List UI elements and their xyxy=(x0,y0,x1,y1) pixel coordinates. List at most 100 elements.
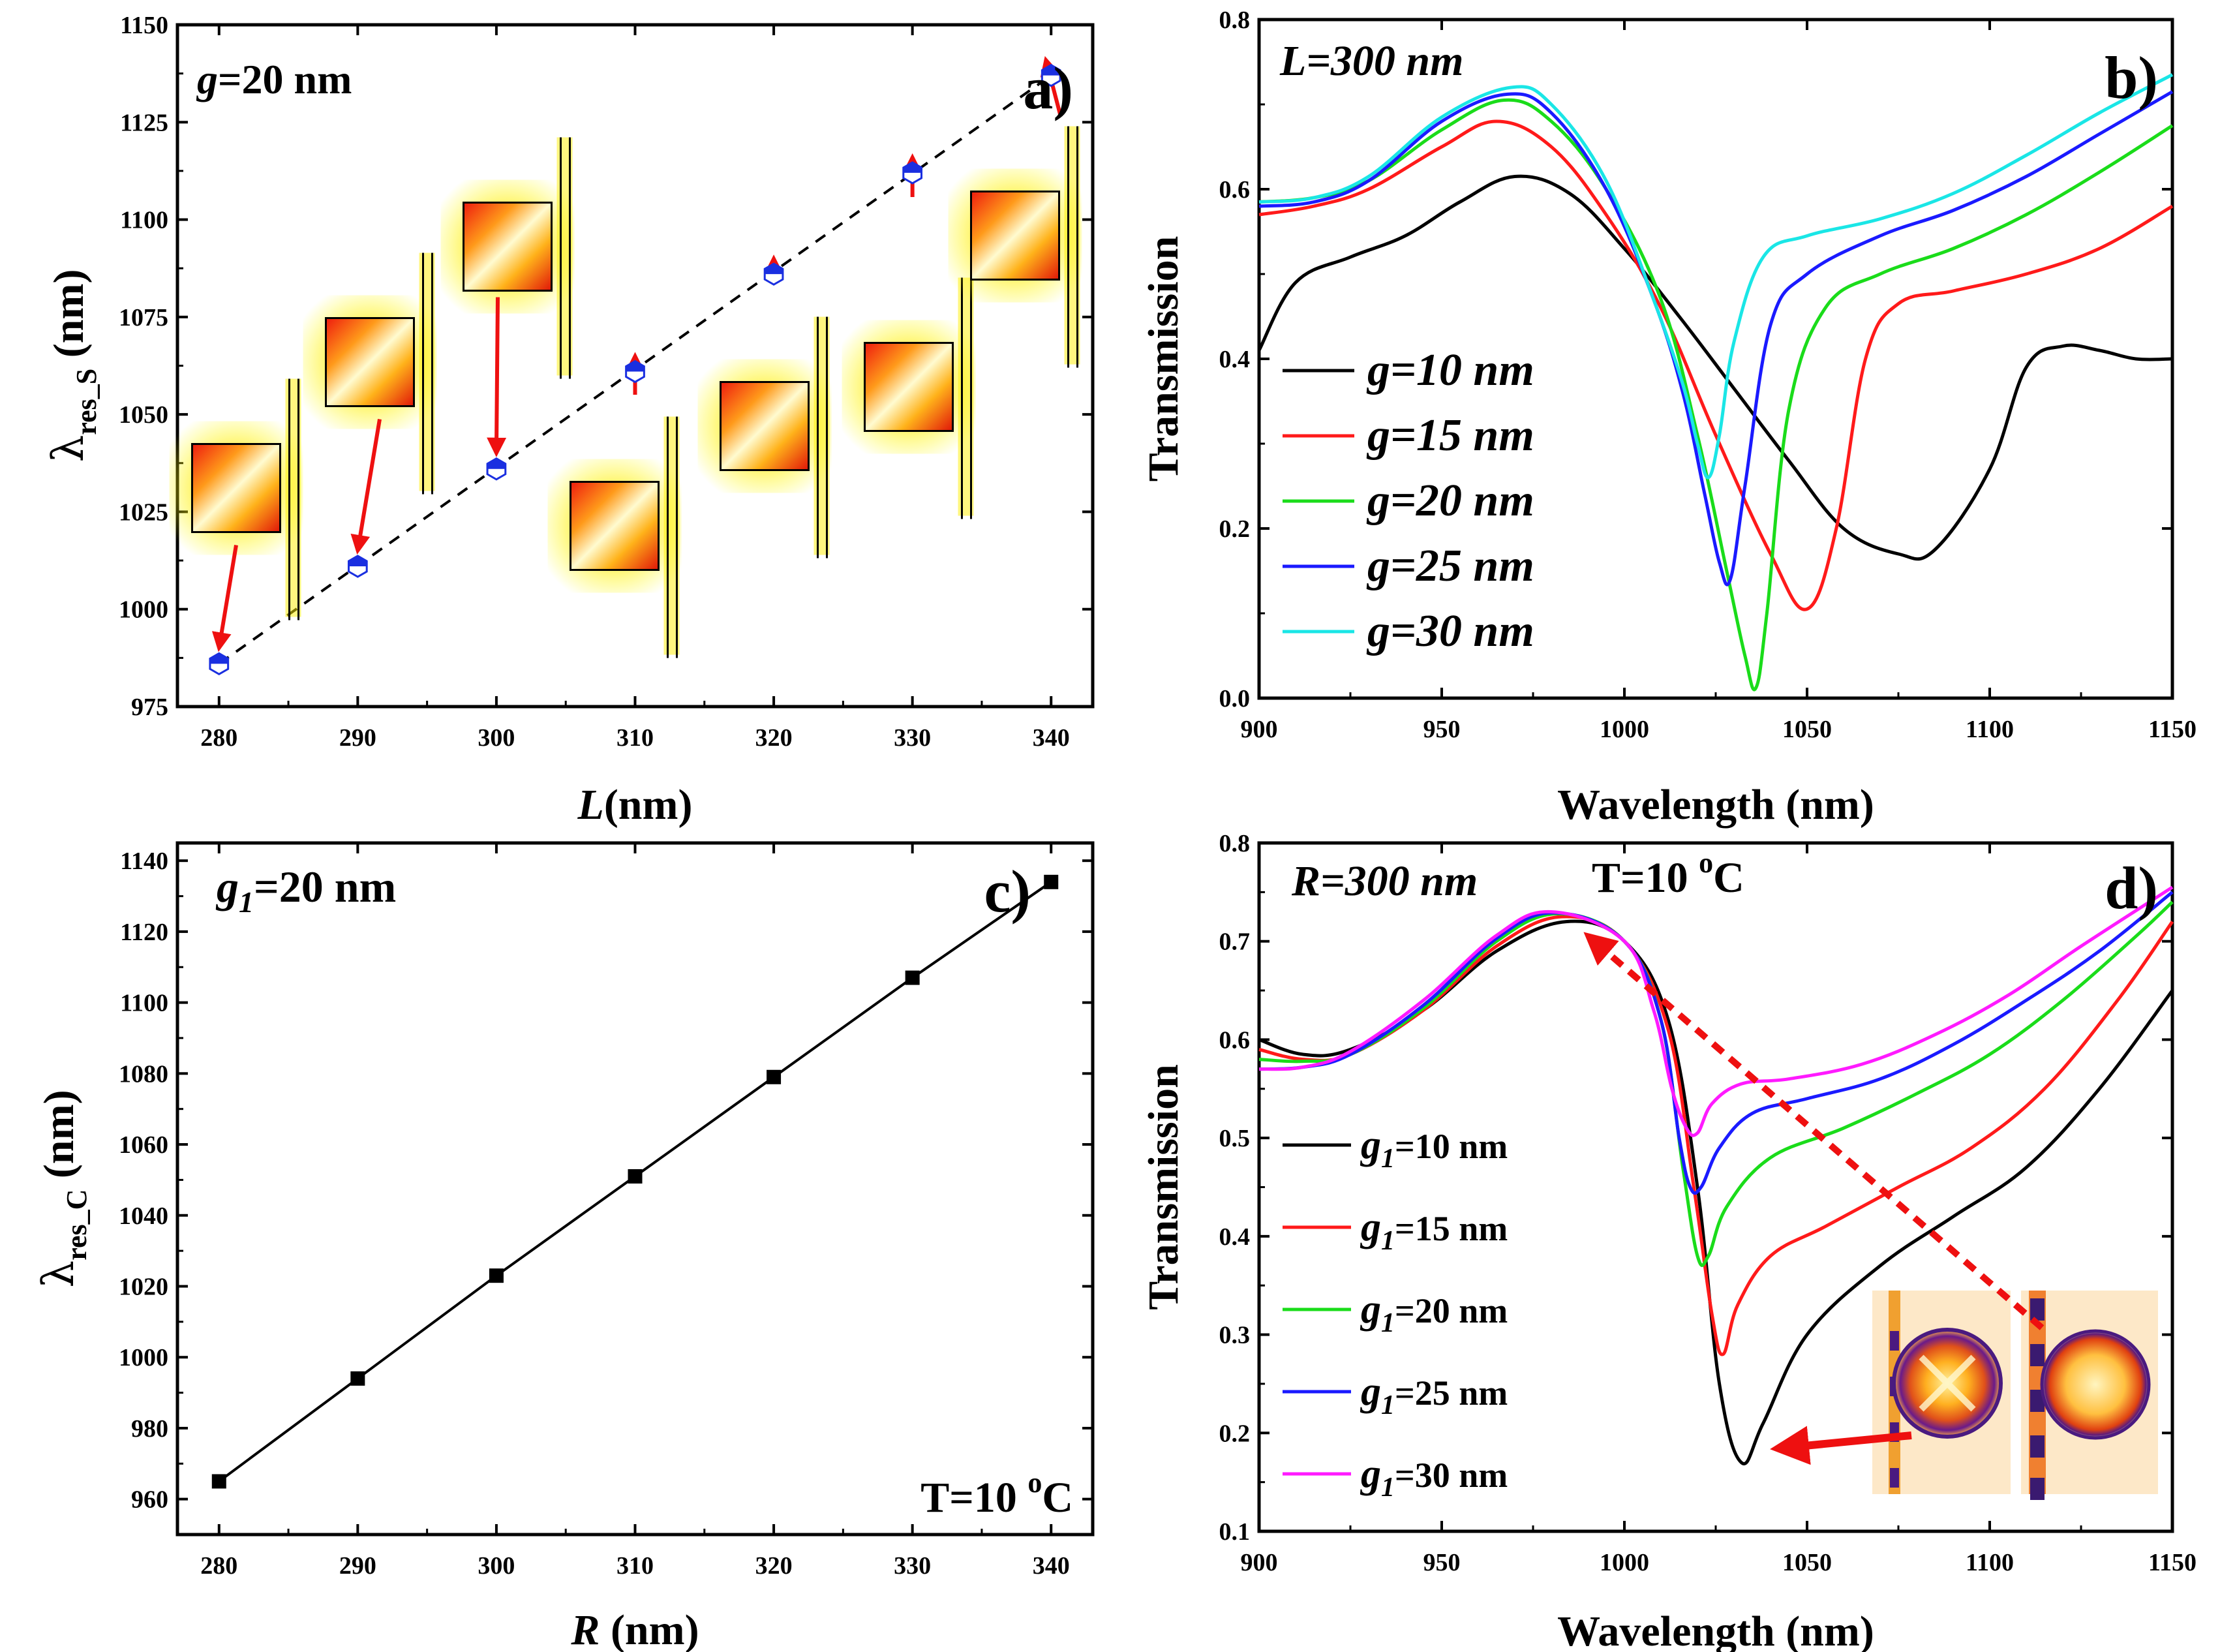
legend-subscript: 1 xyxy=(1381,1226,1395,1256)
y-tick-label: 975 xyxy=(131,694,168,721)
inset-arrow xyxy=(487,297,507,457)
y-tick-label: 1040 xyxy=(119,1202,168,1230)
y-axis-subscript: res_C xyxy=(61,1189,93,1261)
dip-arrow xyxy=(1770,1426,1912,1465)
x-tick-label: 340 xyxy=(1033,724,1070,752)
y-tick-label: 1080 xyxy=(119,1060,168,1088)
waveguide-node xyxy=(1890,1468,1899,1488)
series-line xyxy=(1258,891,2174,1195)
x-tick-label: 1050 xyxy=(1782,716,1832,743)
y-tick-label: 1000 xyxy=(119,596,168,624)
x-tick-label: 310 xyxy=(616,724,654,752)
field-inset xyxy=(547,352,682,658)
panel-a: 280 290 300 310 320 330 340 975 1000 1025 1050 1075… xyxy=(43,12,1095,829)
legend-label: g=25 nm xyxy=(1366,541,1534,591)
legend-value: =15 nm xyxy=(1395,1209,1508,1248)
y-tick-label: 1050 xyxy=(119,401,168,429)
mode-inset xyxy=(1872,1291,2158,1500)
legend-subscript: 1 xyxy=(1381,1144,1395,1174)
waveguide-node xyxy=(2030,1390,2045,1412)
series-line xyxy=(1258,119,2174,611)
data-point xyxy=(209,652,230,676)
x-axis-variable: R xyxy=(570,1606,600,1652)
x-tick-label: 320 xyxy=(755,1552,793,1580)
legend-variable: g xyxy=(1360,1123,1381,1167)
y-tick-label: 0.2 xyxy=(1219,1420,1251,1447)
x-axis-label: R (nm) xyxy=(570,1606,699,1652)
y-tick-label: 0.6 xyxy=(1219,1026,1251,1054)
x-tick-label: 1150 xyxy=(2148,1549,2197,1576)
data-point xyxy=(902,161,923,185)
x-axis-label: L(nm) xyxy=(577,781,693,829)
inset-square xyxy=(970,191,1060,281)
annotation: g=20 nm xyxy=(196,56,352,102)
y-tick-label: 0.3 xyxy=(1219,1322,1251,1349)
inset-arrow xyxy=(350,419,382,555)
y-tick-label: 0.6 xyxy=(1219,176,1251,204)
temperature-unit: C xyxy=(1042,1474,1073,1522)
field-inset xyxy=(303,252,437,555)
y-axis-label: Transmission xyxy=(1140,1064,1187,1310)
annotation: g1=20 nm xyxy=(215,862,396,919)
x-tick-label: 300 xyxy=(478,724,515,752)
marker-square xyxy=(905,970,920,985)
temperature-unit: C xyxy=(1713,854,1744,902)
legend-label: g1=25 nm xyxy=(1360,1369,1508,1420)
legend-label: g1=10 nm xyxy=(1360,1123,1508,1174)
x-axis-label: Wavelength (nm) xyxy=(1557,781,1874,829)
y-axis-label: Transmission xyxy=(1140,236,1187,482)
y-tick-label: 1020 xyxy=(119,1273,168,1300)
y-axis-symbol: λ xyxy=(43,435,93,463)
y-tick-label: 980 xyxy=(131,1415,168,1443)
data-point xyxy=(1041,63,1061,87)
temperature-text: T=10 xyxy=(920,1474,1027,1522)
x-tick-label: 900 xyxy=(1241,716,1278,743)
y-tick-label: 0.1 xyxy=(1219,1518,1251,1546)
series-line xyxy=(1257,174,2173,561)
x-tick-label: 330 xyxy=(894,1552,931,1580)
panel-label: a) xyxy=(1023,55,1073,121)
temperature-text: T=10 xyxy=(1592,854,1699,902)
y-tick-label: 0.8 xyxy=(1219,7,1251,34)
field-inset xyxy=(440,137,575,457)
y-tick-label: 0.8 xyxy=(1219,830,1251,857)
x-axis-label: Wavelength (nm) xyxy=(1557,1608,1874,1652)
marker-square xyxy=(1044,874,1059,889)
legend-value: =10 nm xyxy=(1395,1127,1508,1166)
y-axis-label: λres_C (nm) xyxy=(33,1090,93,1287)
x-axis-unit: (nm) xyxy=(600,1606,699,1652)
series-line xyxy=(1258,90,2174,587)
marker-square xyxy=(767,1069,782,1084)
legend-variable: g xyxy=(1360,1287,1381,1332)
annotation-value: =20 nm xyxy=(218,56,352,102)
x-tick-label: 330 xyxy=(894,724,931,752)
panel-b: 900 950 1000 1050 1100 1150 0.0 0.2 0.4 0.6 0.8 g=1… xyxy=(1140,7,2197,829)
legend-value: =30 nm xyxy=(1395,1456,1508,1495)
panel-c: 280 290 300 310 320 330 340 960 980 1000 1020 1040 1… xyxy=(33,841,1095,1652)
legend-label: g1=20 nm xyxy=(1360,1287,1508,1338)
x-tick-label: 950 xyxy=(1423,1549,1461,1576)
inset-square xyxy=(463,202,553,292)
series-line xyxy=(1258,73,2174,480)
marker-square xyxy=(350,1371,365,1386)
field-inset xyxy=(948,55,1082,368)
marker-half xyxy=(348,556,367,567)
marker-half xyxy=(626,361,645,372)
temperature-degree: o xyxy=(1027,1467,1042,1499)
legend-label: g=15 nm xyxy=(1366,410,1534,461)
marker-square xyxy=(211,1474,226,1489)
inset-arrow xyxy=(211,545,238,652)
marker-half xyxy=(1042,65,1061,76)
y-tick-label: 1000 xyxy=(119,1344,168,1371)
marker-half xyxy=(487,458,506,469)
x-tick-label: 320 xyxy=(755,724,793,752)
x-tick-label: 950 xyxy=(1423,716,1461,743)
legend-variable: g xyxy=(1360,1369,1381,1414)
x-tick-label: 310 xyxy=(616,1552,654,1580)
x-tick-label: 340 xyxy=(1033,1552,1070,1580)
legend-label: g=30 nm xyxy=(1366,606,1534,656)
inset-square xyxy=(864,342,954,432)
y-tick-label: 1060 xyxy=(119,1131,168,1159)
annotation-temperature: T=10 oC xyxy=(920,1467,1073,1522)
x-axis-unit: (nm) xyxy=(604,781,693,829)
